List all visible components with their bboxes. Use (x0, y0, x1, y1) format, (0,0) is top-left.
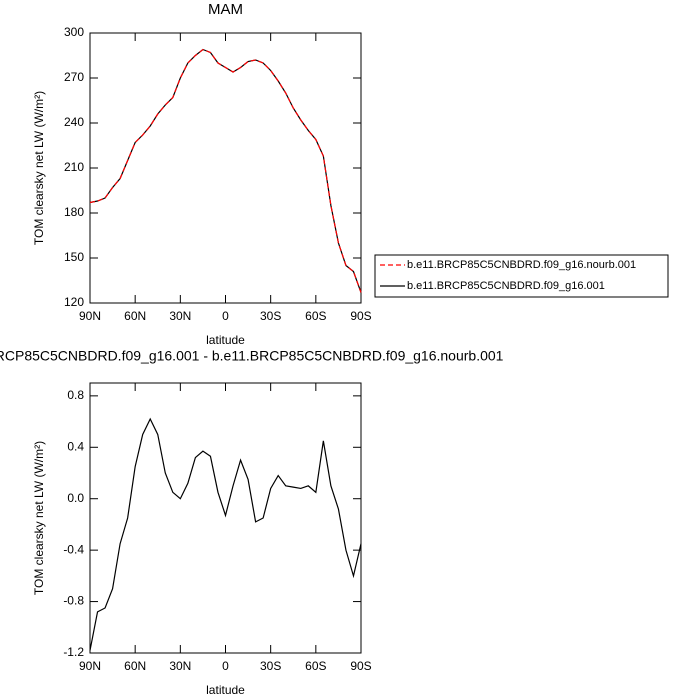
y-tick-label: -1.2 (63, 645, 84, 659)
x-tick-label: 30N (169, 309, 191, 323)
legend-label: b.e11.BRCP85C5CNBDRD.f09_g16.nourb.001 (407, 259, 636, 271)
chart-title: b.e11.BRCP85C5CNBDRD.f09_g16.001 - b.e11… (0, 348, 504, 364)
data-line (89, 417, 362, 651)
x-tick-label: 90S (350, 659, 371, 673)
y-tick-label: 270 (64, 70, 84, 84)
x-tick-label: 0 (222, 659, 229, 673)
x-tick-label: 60N (124, 309, 146, 323)
x-axis-label: latitude (206, 333, 245, 347)
y-tick-label: 0.4 (67, 439, 84, 453)
x-axis-label: latitude (206, 683, 245, 697)
x-tick-label: 90S (350, 309, 371, 323)
y-axis-label: TOM clearsky net LW (W/m²) (32, 441, 46, 595)
y-tick-label: 180 (64, 205, 84, 219)
legend-box (374, 254, 669, 298)
x-tick-label: 0 (222, 309, 229, 323)
y-tick-label: -0.4 (63, 542, 84, 556)
legend-label: b.e11.BRCP85C5CNBDRD.f09_g16.001 (407, 280, 605, 292)
x-tick-label: 30S (260, 659, 281, 673)
x-tick-label: 90N (79, 309, 101, 323)
y-tick-label: 300 (64, 25, 84, 39)
y-tick-label: 210 (64, 160, 84, 174)
y-tick-label: 120 (64, 295, 84, 309)
x-tick-label: 60N (124, 659, 146, 673)
y-axis-label: TOM clearsky net LW (W/m²) (32, 91, 46, 245)
y-tick-label: 0.8 (67, 388, 84, 402)
data-line (89, 48, 362, 293)
chart-title: MAM (208, 1, 243, 18)
plot-frame (89, 32, 362, 304)
x-tick-label: 30N (169, 659, 191, 673)
x-tick-label: 60S (305, 659, 326, 673)
data-line (89, 48, 362, 293)
y-tick-label: 150 (64, 250, 84, 264)
x-tick-label: 30S (260, 309, 281, 323)
x-tick-label: 90N (79, 659, 101, 673)
x-tick-label: 60S (305, 309, 326, 323)
plot-frame (89, 382, 362, 654)
y-tick-label: -0.8 (63, 594, 84, 608)
y-tick-label: 0.0 (67, 491, 84, 505)
y-tick-label: 240 (64, 115, 84, 129)
